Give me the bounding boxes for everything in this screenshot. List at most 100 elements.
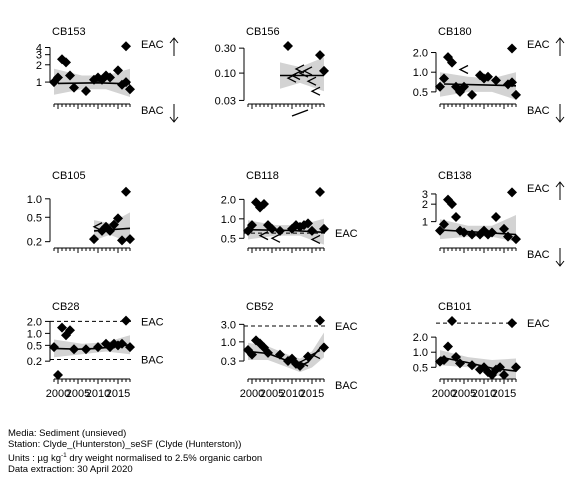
less-than-point <box>310 86 321 96</box>
data-point <box>459 81 469 92</box>
data-point <box>315 315 325 326</box>
y-tick-label: 0.3 <box>221 356 236 368</box>
x-tick-label: 2005 <box>260 388 284 400</box>
data-point <box>315 187 325 198</box>
panel-title: CB153 <box>52 26 86 38</box>
panel-cb180: CB180 0.5 1.0 2.0 EAC BAC <box>413 26 565 123</box>
data-point <box>499 223 509 234</box>
data-point <box>121 315 131 326</box>
data-point <box>319 65 329 76</box>
data-point <box>439 219 449 230</box>
x-tick-label: 2015 <box>492 388 516 400</box>
data-point <box>53 369 63 380</box>
x-tick-label: 2015 <box>106 388 130 400</box>
data-point <box>451 352 461 363</box>
data-point <box>69 344 79 355</box>
panel-title: CB101 <box>438 301 472 313</box>
data-point <box>81 85 91 96</box>
eac-label: EAC <box>527 39 550 51</box>
less-than-point <box>258 231 269 241</box>
data-point <box>447 199 457 210</box>
x-tick-label: 2015 <box>300 388 324 400</box>
caption-extraction: Data extraction: 30 April 2020 <box>8 464 133 476</box>
data-point <box>507 318 517 329</box>
data-point <box>263 347 273 358</box>
data-point <box>275 349 285 360</box>
data-point <box>439 73 449 84</box>
data-point <box>125 342 135 353</box>
y-tick-label: 0.03 <box>215 95 236 107</box>
data-point <box>511 234 521 245</box>
data-point <box>61 57 71 68</box>
bac-arrow-head <box>169 116 179 123</box>
data-point <box>105 225 115 236</box>
confidence-band <box>440 215 516 242</box>
less-than-point <box>310 349 321 360</box>
less-than-point <box>306 76 317 86</box>
caption-units: Units : µg kg-1 dry weight normalised to… <box>8 452 263 465</box>
data-point <box>81 344 91 355</box>
data-point <box>267 223 277 234</box>
data-point <box>507 187 517 198</box>
data-point <box>65 325 75 336</box>
data-point <box>467 360 477 371</box>
panel-cb118: CB118 0.5 1.0 2.0 EAC <box>221 170 358 253</box>
panel-title: CB52 <box>246 301 274 313</box>
y-tick-label: 0.5 <box>221 233 236 245</box>
data-point <box>507 43 517 54</box>
y-tick-label: 1.0 <box>221 214 236 226</box>
data-point <box>69 82 79 93</box>
bac-arrow-head <box>555 116 565 123</box>
data-point <box>247 220 257 231</box>
data-point <box>283 40 293 51</box>
y-tick-label: 3 <box>422 189 428 201</box>
bac-label: BAC <box>527 249 550 261</box>
data-point <box>447 315 457 326</box>
bac-label: BAC <box>335 380 358 392</box>
data-point <box>117 235 127 246</box>
y-tick-label: 0.10 <box>215 68 236 80</box>
panel-title: CB118 <box>246 170 279 182</box>
panel-title: CB105 <box>52 170 86 182</box>
less-than-point <box>270 233 281 243</box>
less-than-point <box>298 357 309 367</box>
eac-arrow-head <box>555 181 565 188</box>
x-tick-label: 2010 <box>86 388 110 400</box>
panel-title: CB180 <box>438 26 472 38</box>
eac-label: EAC <box>141 39 164 51</box>
y-tick-label: 2.0 <box>413 332 428 344</box>
eac-label: EAC <box>141 316 164 328</box>
data-point <box>315 50 325 61</box>
panel-cb156: CB156 0.03 0.10 0.30 <box>215 26 329 117</box>
x-tick-label: 2000 <box>432 388 456 400</box>
caption-media: Media: Sediment (unsieved) <box>8 428 127 439</box>
data-point <box>105 72 115 83</box>
data-point <box>117 338 127 349</box>
data-point <box>467 229 477 240</box>
y-tick-label: 0.5 <box>27 212 42 224</box>
less-than-point <box>458 64 469 75</box>
less-than-point <box>92 222 103 232</box>
eac-arrow-head <box>169 37 179 44</box>
data-point <box>53 72 63 83</box>
eac-label: EAC <box>335 228 358 240</box>
y-tick-label: 0.2 <box>27 356 42 368</box>
data-point <box>307 225 317 236</box>
data-point <box>125 234 135 245</box>
x-tick-label: 2005 <box>452 388 476 400</box>
x-tick-label: 2000 <box>240 388 264 400</box>
data-point <box>109 219 119 230</box>
y-tick-label: 2.0 <box>27 316 42 328</box>
y-tick-label: 0.5 <box>413 362 428 374</box>
bac-label: BAC <box>527 105 550 117</box>
confidence-band <box>248 332 324 373</box>
data-point <box>483 71 493 82</box>
data-point <box>511 362 521 373</box>
data-point <box>487 227 497 238</box>
x-tick-label: 2000 <box>46 388 70 400</box>
bac-arrow-head <box>555 260 565 267</box>
y-tick-label: 1.0 <box>413 347 428 359</box>
data-point <box>93 342 103 353</box>
bac-label: BAC <box>141 105 164 117</box>
